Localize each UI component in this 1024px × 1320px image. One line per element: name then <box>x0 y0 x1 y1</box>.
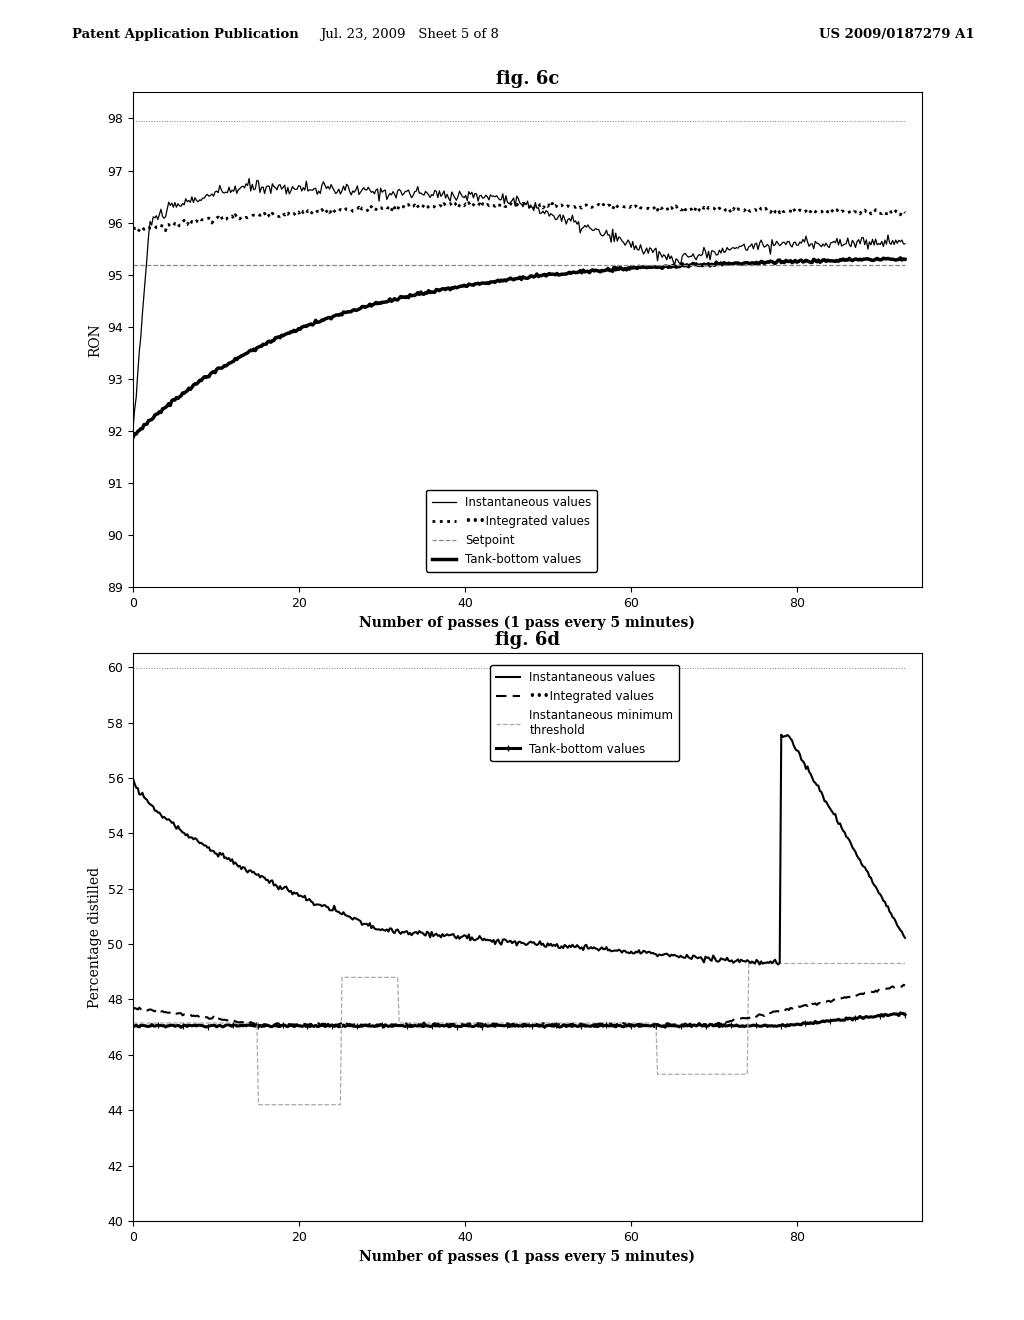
X-axis label: Number of passes (1 pass every 5 minutes): Number of passes (1 pass every 5 minutes… <box>359 615 695 630</box>
Text: Jul. 23, 2009   Sheet 5 of 8: Jul. 23, 2009 Sheet 5 of 8 <box>321 28 499 41</box>
X-axis label: Number of passes (1 pass every 5 minutes): Number of passes (1 pass every 5 minutes… <box>359 1249 695 1263</box>
Y-axis label: RON: RON <box>88 323 102 356</box>
Title: fig. 6c: fig. 6c <box>496 70 559 88</box>
Y-axis label: Percentage distilled: Percentage distilled <box>88 867 101 1007</box>
Text: Patent Application Publication: Patent Application Publication <box>72 28 298 41</box>
Legend: Instantaneous values, •••Integrated values, Setpoint, Tank-bottom values: Instantaneous values, •••Integrated valu… <box>426 490 597 572</box>
Text: US 2009/0187279 A1: US 2009/0187279 A1 <box>819 28 975 41</box>
Legend: Instantaneous values, •••Integrated values, Instantaneous minimum
threshold, Tan: Instantaneous values, •••Integrated valu… <box>490 665 679 762</box>
Title: fig. 6d: fig. 6d <box>495 631 560 649</box>
